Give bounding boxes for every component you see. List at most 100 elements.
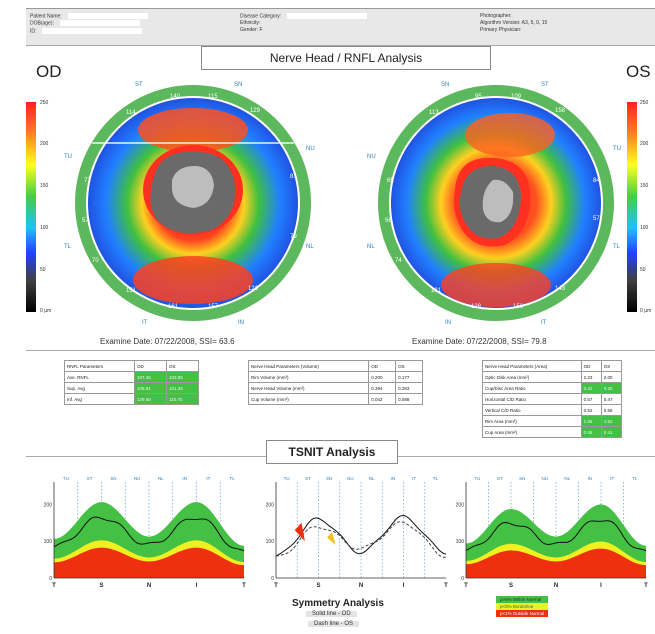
tsnit-series-line — [53, 516, 245, 552]
table-row: Rim Volume (mm³) 0.200 0.177 — [247, 371, 423, 383]
tsnit-sector-label: ST — [87, 476, 93, 481]
os-sector-tl: TL — [613, 244, 621, 250]
area-row-os: 0.41 — [600, 426, 623, 438]
tsnit-sector-label: TL — [632, 476, 638, 481]
tsnit-x-label: N — [359, 583, 363, 589]
od-sector-nu: NU — [306, 146, 315, 152]
patient-name-field — [67, 13, 148, 19]
tsnit-y-tick: 100 — [456, 539, 465, 545]
tsnit-y-tick: 200 — [456, 502, 465, 508]
os-clock-1: 95 — [475, 94, 482, 100]
od-cb-250: 250 — [40, 100, 49, 106]
os-clock-6: 143 — [555, 286, 566, 292]
analysis-title: Nerve Head / RNFL Analysis — [201, 46, 491, 70]
algorithm-version-label: Algorithm Version: A3, 5, 0, 15 — [480, 20, 548, 26]
dash-line-note: Dash line - OS — [308, 621, 360, 627]
od-sector-nl: NL — [306, 244, 314, 250]
tsnit-y-tick: 0 — [49, 576, 52, 582]
od-label: OD — [36, 62, 62, 81]
table-row: Optic Disk Area (mm²) 2.23 2.00 — [482, 371, 623, 383]
tsnit-x-label: T — [242, 583, 246, 589]
table-row: Nerve Head Volume (mm³) 0.394 0.283 — [247, 382, 423, 394]
tsnit-legend: p>5% Within Normal p<5% Borderline p<1% … — [496, 596, 549, 617]
vol-header-name: Nerve Head Parameters (Volume) — [247, 360, 370, 372]
id-field — [42, 27, 143, 34]
area-row-od: 2.23 — [580, 371, 602, 383]
area-row-name: Vertical C/D Ratio — [482, 404, 582, 416]
tsnit-sector-label: TU — [474, 476, 480, 481]
tsnit-y-tick: 100 — [266, 539, 275, 545]
tsnit-x-label: T — [464, 583, 468, 589]
vol-header-od: OD — [368, 360, 397, 372]
vol-row-name: Nerve Head Volume (mm³) — [247, 382, 370, 394]
rnfl-header-od: OD — [134, 360, 167, 372]
os-clock-10: 65 — [387, 178, 394, 184]
tsnit-x-label: I — [196, 583, 198, 589]
od-clock-1: 140 — [170, 94, 181, 100]
od-clock-6: 121 — [248, 286, 259, 292]
tsnit-sector-label: ST — [305, 476, 311, 481]
os-sector-nl: NL — [367, 244, 375, 250]
patient-header: Patient Name: DOB(age): ID: Disease Cate… — [26, 8, 655, 46]
id-label: ID: — [30, 27, 37, 34]
primary-physician-label: Primary Physician: — [480, 27, 522, 33]
tsnit-sector-label: TL — [229, 476, 235, 481]
od-clock-11: 57 — [82, 218, 89, 224]
area-row-od: 0.57 — [580, 393, 602, 405]
table-row: Cup/Disc Area Ratio 0.32 0.25 — [482, 382, 623, 394]
os-clock-12: 74 — [395, 258, 402, 264]
tsnit-band-outside — [466, 548, 646, 578]
rnfl-row-os: 110.70 — [166, 393, 199, 405]
vol-header-os: OS — [395, 360, 423, 372]
os-sector-in: IN — [445, 320, 451, 326]
tsnit-x-label: T — [444, 583, 448, 589]
area-row-name: Horizontal C/D Ratio — [482, 393, 582, 405]
area-row-od: 0.32 — [580, 382, 602, 394]
os-cb-50: 50 — [640, 267, 646, 273]
os-sector-st: ST — [541, 82, 549, 88]
patient-name-label: Patient Name: — [30, 13, 62, 20]
od-clock-10: 70 — [92, 258, 99, 264]
area-row-name: Cup Area (mm²) — [482, 426, 582, 438]
od-cb-50: 50 — [40, 267, 46, 273]
rnfl-row-os: 101.34 — [166, 382, 199, 394]
symmetry-title: Symmetry Analysis — [292, 598, 384, 609]
disease-category-field — [287, 13, 368, 19]
vol-row-os: 0.177 — [395, 371, 423, 383]
tsnit-sector-label: NL — [369, 476, 375, 481]
area-header-os: OS — [600, 360, 623, 372]
vol-row-os: 0.088 — [395, 393, 423, 405]
tsnit-sector-label: IN — [182, 476, 187, 481]
area-parameters-table: Nerve Head Parameters (Area) OD OS Optic D… — [482, 360, 623, 438]
od-cb-0: 0 µm — [40, 308, 52, 314]
os-sector-tu: TU — [613, 146, 621, 152]
tsnit-y-tick: 0 — [271, 576, 274, 582]
tsnit-sector-label: TU — [284, 476, 290, 481]
tsnit-x-label: T — [644, 583, 648, 589]
vol-row-name: Rim Volume (mm³) — [247, 371, 370, 383]
os-clock-3: 158 — [555, 108, 566, 114]
legend-borderline: p<5% Borderline — [496, 603, 549, 610]
od-sector-st: ST — [135, 82, 143, 88]
area-header-od: OD — [580, 360, 602, 372]
tsnit-sector-label: NU — [134, 476, 141, 481]
os-thickness-map: SN ST TU TL IT IN NL NU 95 109 158 57 84… — [367, 82, 621, 326]
area-row-name: Cup/Disc Area Ratio — [482, 382, 582, 394]
table-row: Inf. Avg 129.60 110.70 — [63, 393, 199, 405]
os-clock-2: 109 — [511, 94, 522, 100]
tsnit-sector-label: ST — [497, 476, 503, 481]
tsnit-diff-marker-red — [294, 522, 305, 542]
table-row: Horizontal C/D Ratio 0.57 0.47 — [482, 393, 623, 405]
area-row-name: Rim Area (mm²) — [482, 415, 582, 427]
od-sector-it: IT — [142, 320, 148, 326]
tsnit-sector-label: TL — [433, 476, 439, 481]
os-cb-0: 0 µm — [640, 308, 652, 314]
os-exam-date: Examine Date: 07/22/2008, SSI= 79.8 — [412, 337, 547, 346]
vol-row-od: 0.394 — [368, 382, 397, 394]
od-sector-tu: TU — [64, 154, 72, 160]
od-clock-8: 161 — [168, 304, 179, 310]
tsnit-sector-label: SN — [519, 476, 525, 481]
os-clock-11: 56 — [385, 218, 392, 224]
dob-field — [59, 20, 140, 27]
area-row-os: 0.25 — [600, 382, 623, 394]
